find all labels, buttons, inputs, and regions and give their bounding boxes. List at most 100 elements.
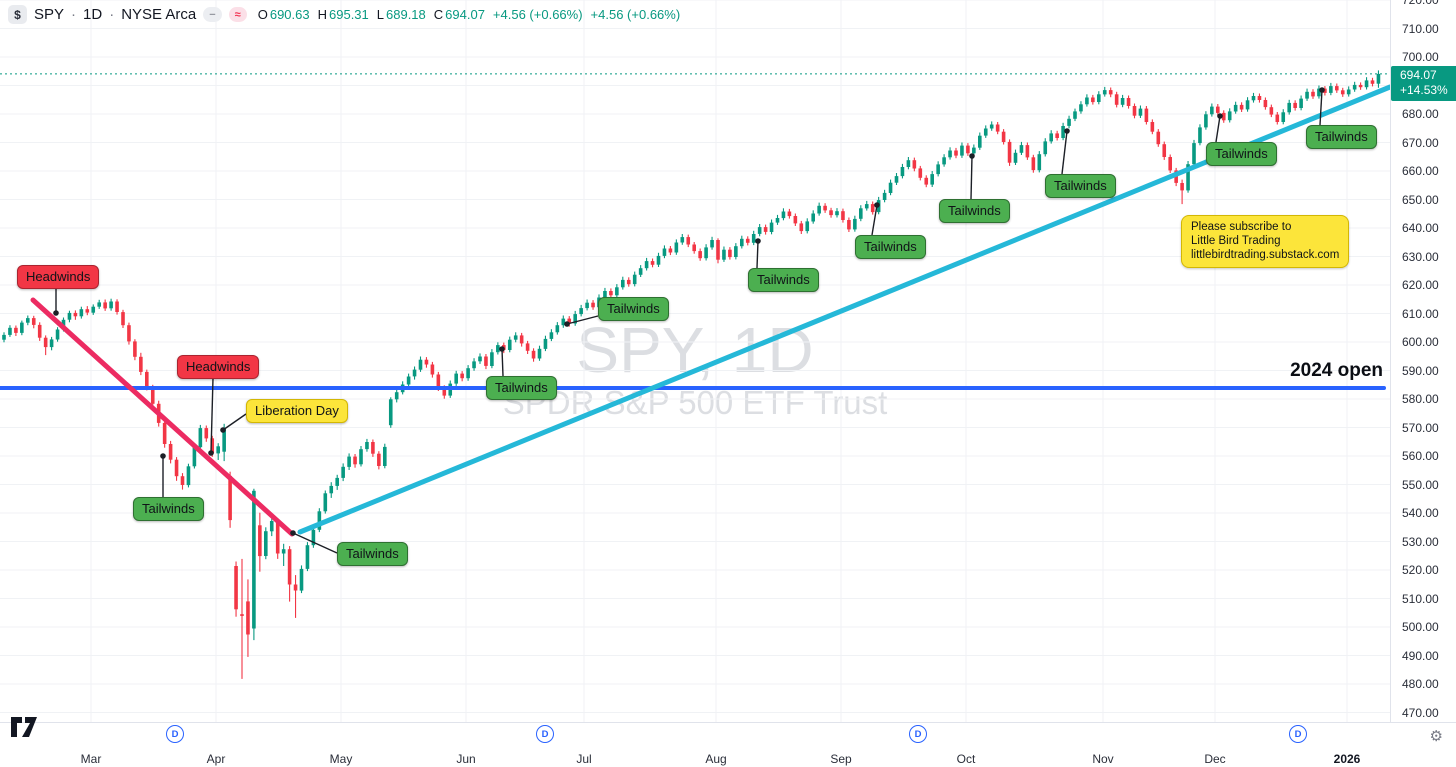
candle (31, 315, 36, 329)
callout-label-tailwinds[interactable]: Tailwinds (939, 199, 1010, 223)
callout-label-tailwinds[interactable]: Tailwinds (1206, 142, 1277, 166)
candle (615, 284, 619, 298)
market-status-icon[interactable]: − (203, 7, 222, 22)
price-tick-label: 680.00 (1402, 107, 1439, 121)
dividend-marker[interactable]: D (1289, 725, 1307, 743)
candle (1352, 81, 1357, 92)
candle (1364, 77, 1369, 90)
candle (680, 234, 685, 245)
callout-pointer (756, 240, 759, 269)
candle (906, 157, 911, 170)
callout-label-tailwinds[interactable]: Tailwinds (748, 268, 819, 292)
tradingview-logo[interactable] (10, 715, 40, 739)
last-price-badge: 694.07 +14.53% (1391, 66, 1456, 101)
candle (1269, 104, 1274, 118)
candle (531, 348, 536, 362)
candle (847, 217, 851, 232)
candle (406, 373, 411, 387)
callout-label-tailwinds[interactable]: Tailwinds (598, 297, 669, 321)
candle (609, 288, 613, 298)
candle (1025, 142, 1030, 160)
price-tick-label: 720.00 (1402, 0, 1439, 7)
candle (1210, 103, 1214, 117)
callout-label-headwinds[interactable]: Headwinds (17, 265, 100, 289)
candle (668, 246, 673, 256)
candle (2, 332, 6, 343)
price-tick-label: 620.00 (1402, 278, 1439, 292)
open-label: O (257, 7, 268, 22)
candle (204, 425, 209, 442)
candle (424, 357, 429, 368)
price-tick-label: 610.00 (1402, 306, 1439, 321)
candle (1239, 102, 1244, 112)
candle (1019, 141, 1024, 155)
dividend-marker[interactable]: D (166, 725, 184, 743)
candle (281, 543, 286, 566)
dividend-marker[interactable]: D (909, 725, 927, 743)
callout-label-tailwinds[interactable]: Tailwinds (486, 376, 557, 400)
price-tick-label: 570.00 (1402, 420, 1439, 435)
candle (1299, 95, 1303, 111)
subscribe-note[interactable]: Please subscribe to Little Bird Trading … (1181, 215, 1350, 269)
callout-label-tailwinds[interactable]: Tailwinds (337, 542, 408, 566)
callout-label-tailwinds[interactable]: Tailwinds (133, 497, 204, 521)
callout-anchor-dot (499, 346, 505, 352)
callout-label-liberation-day[interactable]: Liberation Day (246, 399, 348, 423)
candle (412, 366, 417, 380)
callout-label-tailwinds[interactable]: Tailwinds (855, 235, 926, 259)
candle (900, 163, 905, 179)
candle (79, 306, 84, 319)
chart-legend-header: $ SPY · 1D · NYSE Arca − ≈ O 690.63 H 695.… (8, 5, 680, 24)
candle (835, 208, 839, 218)
candle (1358, 82, 1363, 90)
symbol-name[interactable]: SPY (34, 6, 65, 23)
time-axis[interactable]: ⚙ Mar Apr May Jun Jul Aug Sep Oct Nov Dec 2026 D D D D (0, 722, 1456, 767)
legend-separator: · (71, 6, 77, 23)
callout-label-headwinds[interactable]: Headwinds (177, 355, 260, 379)
candle (942, 154, 946, 167)
price-tick-label: 560.00 (1402, 449, 1439, 463)
candle (394, 389, 399, 403)
candle (656, 252, 661, 267)
callout-label-tailwinds[interactable]: Tailwinds (1045, 174, 1116, 198)
candle (234, 561, 238, 617)
candle (133, 339, 137, 361)
callout-pointer (292, 532, 338, 554)
chart-plot-area[interactable] (0, 0, 1390, 722)
candle (1216, 104, 1220, 116)
candle (621, 276, 625, 290)
candle (353, 454, 357, 468)
interval-label[interactable]: 1D (83, 6, 103, 23)
2024-open-label[interactable]: 2024 open (1290, 360, 1383, 381)
candle (734, 243, 738, 260)
month-label-oct: Oct (956, 752, 976, 766)
candle (1108, 87, 1113, 98)
delayed-data-icon[interactable]: ≈ (228, 7, 247, 22)
callout-anchor-dot (969, 153, 975, 159)
candle (805, 218, 810, 234)
candle (20, 320, 24, 336)
candle (829, 207, 833, 218)
candle (335, 474, 339, 490)
candle (329, 482, 334, 498)
ohlc-values: O 690.63 H 695.31 L 689.18 C 694.07 +4.56 (+… (258, 7, 680, 22)
price-tick-label: 670.00 (1402, 135, 1439, 150)
gear-icon[interactable]: ⚙ (1429, 728, 1443, 745)
candle (817, 202, 821, 216)
callout-pointer (970, 155, 973, 200)
downtrend-line[interactable] (30, 297, 295, 537)
callout-label-tailwinds[interactable]: Tailwinds (1306, 125, 1377, 149)
candle (626, 277, 631, 287)
price-axis[interactable]: 470.00 480.00 490.00 500.00 510.00 520.00 530.… (1390, 0, 1456, 722)
candle (519, 332, 524, 347)
candle (930, 171, 934, 187)
symbol-logo[interactable]: $ (8, 5, 27, 24)
candle (745, 236, 750, 246)
candle (115, 299, 119, 315)
candle (781, 208, 786, 221)
candle (698, 248, 702, 261)
dividend-marker[interactable]: D (536, 725, 554, 743)
candle (383, 443, 387, 469)
callout-anchor-dot (220, 427, 226, 433)
callout-anchor-dot (1319, 87, 1325, 93)
